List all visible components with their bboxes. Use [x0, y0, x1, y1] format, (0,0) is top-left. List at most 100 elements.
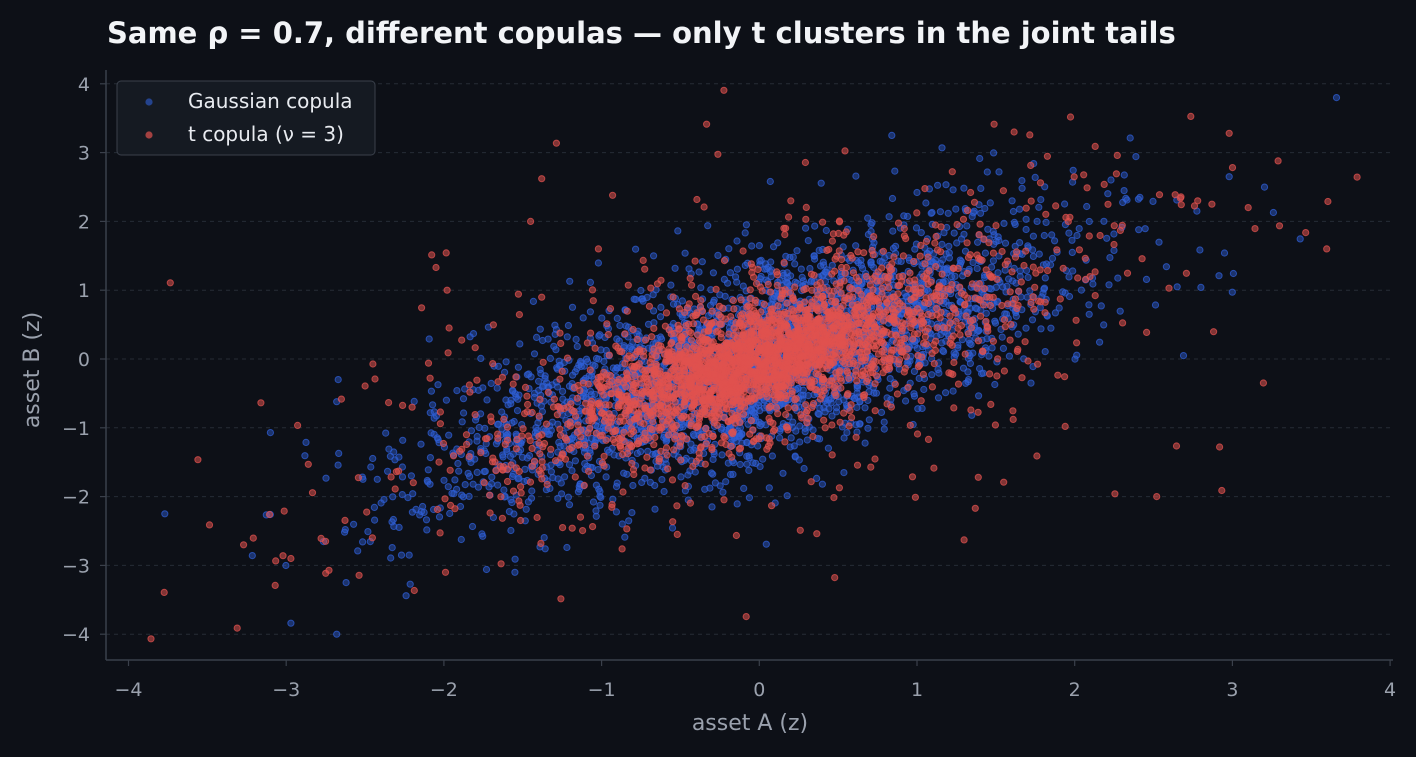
gaussian-point	[1142, 275, 1151, 283]
gaussian-point	[630, 295, 638, 303]
gaussian-point	[541, 375, 549, 383]
t-copula-point	[458, 445, 466, 453]
gaussian-point	[885, 213, 893, 221]
gaussian-point	[991, 380, 999, 389]
gaussian-point	[1042, 260, 1051, 268]
gaussian-point	[965, 336, 973, 344]
gaussian-point	[1005, 275, 1013, 283]
t-copula-point	[600, 452, 608, 460]
gaussian-point	[736, 460, 744, 469]
gaussian-point	[371, 516, 379, 524]
gaussian-point	[1022, 324, 1030, 332]
gaussian-point	[690, 432, 698, 440]
t-copula-point	[1111, 490, 1119, 498]
t-copula-point	[670, 446, 678, 454]
gaussian-point	[1105, 281, 1113, 289]
gaussian-point	[986, 199, 994, 207]
gaussian-point	[852, 172, 860, 180]
t-copula-point	[888, 265, 896, 274]
t-copula-point	[363, 508, 371, 516]
gaussian-point	[1014, 330, 1022, 338]
gaussian-point	[1296, 235, 1304, 243]
gaussian-point	[266, 429, 274, 437]
gaussian-point	[1107, 176, 1115, 184]
gaussian-point	[1061, 289, 1069, 297]
gaussian-point	[594, 466, 602, 474]
t-copula-point	[428, 251, 436, 259]
t-copula-point	[683, 343, 691, 351]
gaussian-point	[934, 365, 942, 374]
gaussian-point	[1103, 234, 1111, 242]
t-copula-point	[906, 269, 914, 277]
gaussian-point	[395, 523, 403, 532]
gaussian-point	[726, 269, 735, 277]
t-copula-point	[907, 324, 915, 332]
gaussian-point	[479, 384, 487, 392]
gaussian-point	[638, 295, 647, 303]
gaussian-point	[482, 565, 491, 574]
t-copula-point	[471, 344, 479, 352]
t-copula-point	[780, 224, 788, 232]
gaussian-point	[1009, 277, 1017, 285]
t-copula-point	[924, 435, 933, 443]
gaussian-point	[386, 452, 394, 460]
gaussian-point	[429, 401, 437, 409]
gaussian-point	[513, 407, 522, 415]
gaussian-point	[989, 257, 998, 265]
t-copula-point	[751, 299, 759, 307]
gaussian-point	[425, 335, 433, 343]
gaussian-point	[424, 466, 432, 474]
gaussian-point	[867, 220, 875, 229]
t-copula-point	[489, 360, 497, 368]
gaussian-point	[417, 440, 425, 448]
gaussian-point	[681, 249, 689, 257]
gaussian-point	[928, 371, 936, 379]
gaussian-point	[1120, 171, 1128, 179]
t-copula-point	[391, 485, 399, 493]
t-copula-point	[368, 534, 376, 542]
t-copula-point	[917, 397, 925, 405]
gaussian-point	[701, 485, 709, 493]
gaussian-point	[976, 154, 984, 163]
gaussian-point	[1047, 324, 1055, 332]
gaussian-point	[975, 326, 983, 334]
t-copula-point	[888, 260, 896, 268]
t-copula-point	[909, 335, 917, 343]
gaussian-point	[510, 510, 518, 518]
t-copula-point	[1054, 371, 1062, 379]
t-copula-point	[1251, 225, 1259, 233]
gaussian-point	[387, 554, 395, 562]
t-copula-point	[523, 392, 531, 400]
gaussian-point	[427, 387, 435, 395]
gaussian-point	[493, 384, 501, 392]
t-copula-point	[813, 530, 821, 538]
gaussian-point	[765, 484, 773, 492]
t-copula-point	[629, 466, 638, 474]
gaussian-point	[1022, 225, 1030, 234]
gaussian-point	[555, 438, 563, 446]
t-copula-point	[1015, 287, 1023, 295]
t-copula-point	[932, 337, 940, 345]
gaussian-point	[891, 167, 899, 175]
t-copula-point	[639, 256, 647, 264]
t-copula-point	[573, 428, 581, 437]
gaussian-point	[1106, 254, 1114, 262]
gaussian-point	[733, 278, 741, 286]
gaussian-point	[668, 524, 677, 532]
gaussian-point	[541, 545, 549, 553]
t-copula-point	[904, 383, 912, 391]
gaussian-point	[1089, 280, 1097, 288]
t-copula-point	[788, 387, 796, 395]
gaussian-point	[861, 439, 869, 447]
t-copula-point	[1044, 267, 1052, 275]
gaussian-point	[757, 272, 765, 281]
gaussian-point	[709, 269, 718, 277]
gaussian-point	[1035, 250, 1043, 258]
t-copula-point	[845, 374, 853, 382]
t-copula-point	[662, 444, 671, 452]
gaussian-point	[1225, 173, 1233, 181]
gaussian-point	[795, 456, 803, 464]
gaussian-point	[341, 528, 349, 536]
gaussian-point	[444, 483, 452, 491]
gaussian-point	[466, 333, 474, 341]
